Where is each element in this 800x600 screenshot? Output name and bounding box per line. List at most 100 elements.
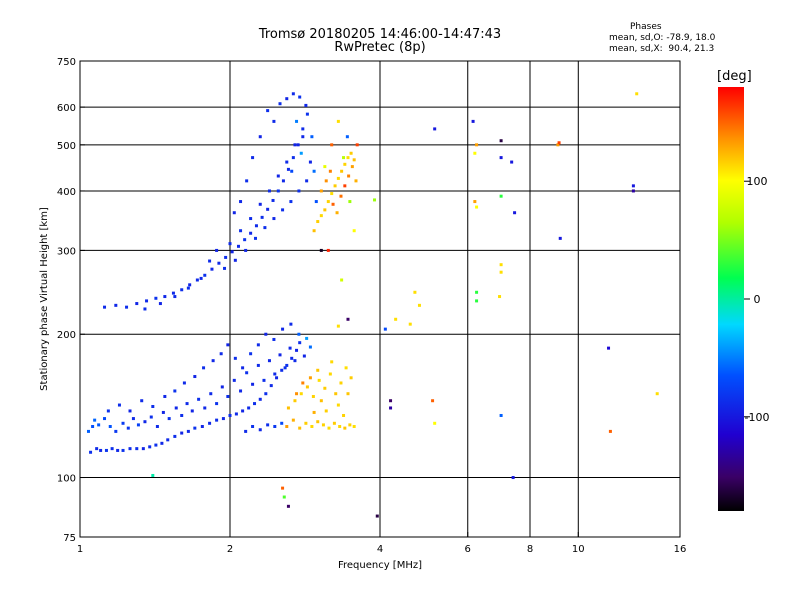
echo-point [431, 399, 435, 403]
echo-point [299, 392, 303, 396]
echo-point [498, 295, 502, 299]
echo-point [236, 244, 240, 248]
echo-point [271, 198, 275, 202]
echo-point [275, 376, 279, 380]
echo-point [298, 341, 302, 345]
echo-point [308, 345, 312, 349]
echo-point [289, 322, 293, 326]
echo-point [499, 270, 503, 274]
echo-point [269, 384, 273, 388]
echo-point [247, 406, 251, 410]
echo-point [293, 143, 297, 147]
echo-point [342, 413, 346, 417]
echo-point [254, 224, 258, 228]
echo-point [631, 184, 635, 188]
echo-point [188, 283, 192, 287]
echo-point [510, 160, 514, 164]
echo-point [286, 167, 290, 171]
echo-point [336, 119, 340, 123]
chart-subtitle: RwPretec (8p) [334, 40, 426, 55]
echo-point [186, 429, 190, 433]
echo-point [332, 421, 336, 425]
echo-point [296, 143, 300, 147]
echo-point [290, 169, 294, 173]
echo-point [288, 346, 292, 350]
echo-point [339, 381, 343, 385]
echo-point [312, 169, 316, 173]
echo-point [243, 238, 247, 242]
y-tick-label: 200 [57, 330, 76, 341]
echo-point [285, 97, 289, 101]
echo-point [499, 413, 503, 417]
echo-point [264, 332, 268, 336]
echo-point [295, 119, 299, 123]
echo-point [136, 423, 140, 427]
echo-point [312, 229, 316, 233]
echo-point [273, 424, 277, 428]
echo-point [263, 226, 267, 230]
x-tick-label: 6 [465, 544, 471, 555]
echo-point [219, 352, 223, 356]
echo-point [308, 376, 312, 380]
echo-point [239, 200, 243, 204]
echo-point [499, 156, 503, 160]
echo-point [305, 336, 309, 340]
echo-point [499, 139, 503, 143]
echo-point [251, 156, 255, 160]
echo-point [352, 229, 356, 233]
echo-point [180, 431, 184, 435]
echo-point [141, 447, 145, 451]
echo-point [86, 429, 90, 433]
echo-point [298, 426, 302, 430]
echo-point [116, 448, 120, 452]
echo-point [158, 302, 162, 306]
echo-point [280, 368, 284, 372]
echo-point [99, 448, 103, 452]
echo-point [319, 248, 323, 252]
colorbar [718, 87, 744, 511]
echo-point [511, 476, 515, 480]
echo-point [266, 109, 270, 113]
echo-point [173, 434, 177, 438]
echo-point [355, 143, 359, 147]
echo-point [264, 392, 268, 396]
echo-point [291, 92, 295, 96]
phase-stats-x-mode: mean, sd,X: 90.4, 21.3 [609, 44, 715, 54]
echo-point [244, 248, 248, 252]
echo-point [324, 409, 328, 413]
echo-point [343, 162, 347, 166]
echo-point [349, 376, 353, 380]
echo-point [151, 473, 155, 477]
echo-point [203, 273, 207, 277]
echo-point [316, 220, 320, 224]
echo-point [186, 286, 190, 290]
echo-point [417, 303, 421, 307]
echo-point [272, 337, 276, 341]
echo-point [151, 405, 155, 409]
echo-point [328, 372, 332, 376]
echo-point [193, 426, 197, 430]
echo-point [295, 348, 299, 352]
echo-point [310, 424, 314, 428]
echo-point [200, 424, 204, 428]
echo-point [319, 214, 323, 218]
echo-point [210, 267, 214, 271]
echo-point [346, 317, 350, 321]
echo-point [285, 160, 289, 164]
echo-point [297, 189, 301, 193]
echo-point [148, 445, 152, 449]
echo-point [301, 381, 305, 385]
colorbar-tick-label: -100 [745, 411, 770, 424]
echo-point [324, 179, 328, 183]
echo-point [128, 447, 132, 451]
echo-point [256, 363, 260, 367]
echo-point [245, 179, 249, 183]
echo-point [338, 424, 342, 428]
echo-point [145, 299, 149, 303]
echo-point [475, 205, 479, 209]
echo-point [283, 366, 287, 370]
echo-point [276, 174, 280, 178]
echo-point [301, 135, 305, 139]
x-axis-ticks: 1 2 4 6 8 10 16 [77, 532, 686, 555]
